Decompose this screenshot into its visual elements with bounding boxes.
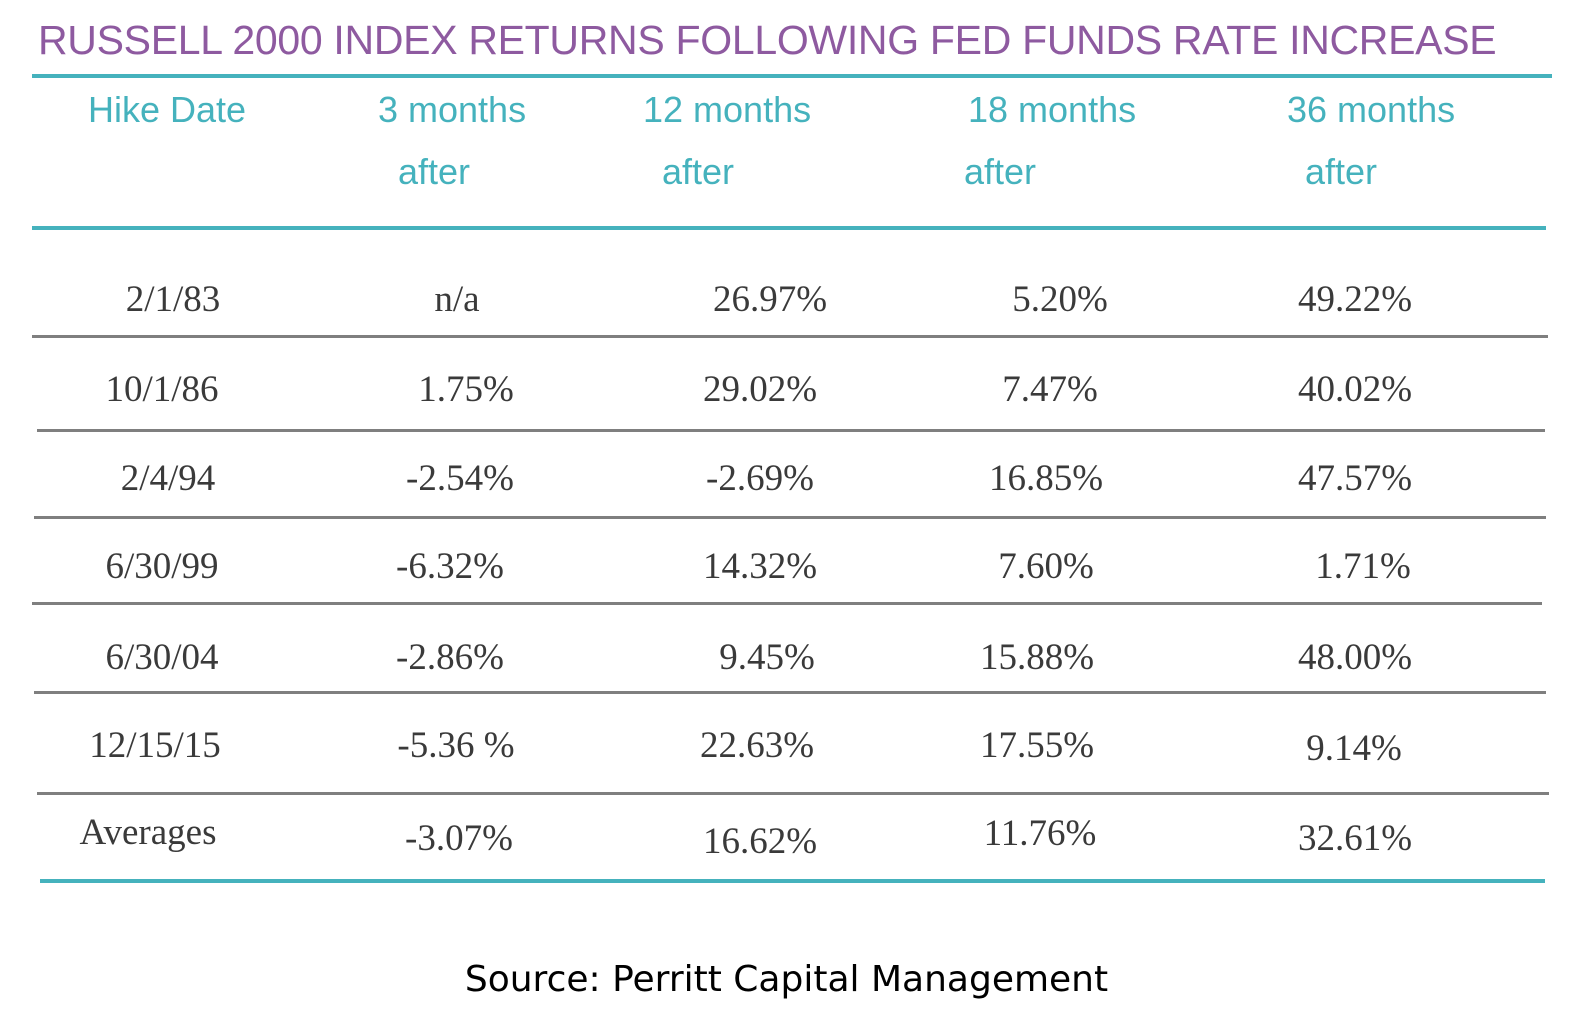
table-cell: -3.07% (405, 818, 513, 859)
header-rule (32, 226, 1546, 230)
header-18-months-line1: 18 months (968, 89, 1137, 130)
table-cell: 9.45% (719, 637, 815, 678)
table-cell: 32.61% (1297, 818, 1413, 859)
table-cell: 7.60% (998, 546, 1094, 587)
header-36-months-line1: 36 months (1287, 89, 1456, 130)
top-rule (32, 74, 1552, 78)
table-cell: 14.32% (702, 546, 818, 587)
averages-label: Averages (79, 812, 217, 853)
table-cell: 16.62% (702, 821, 818, 862)
table-cell: 17.55% (979, 725, 1095, 766)
header-18-months-line2: after (964, 151, 1037, 192)
row-divider (34, 691, 1546, 694)
table-title: RUSSELL 2000 INDEX RETURNS FOLLOWING FED… (38, 17, 1497, 63)
table-cell: 2/4/94 (120, 458, 216, 499)
header-12-months-line1: 12 months (643, 89, 812, 130)
table-cell: 1.75% (418, 369, 514, 410)
row-divider (32, 335, 1548, 338)
row-divider (34, 516, 1546, 519)
table-cell: 40.02% (1297, 369, 1413, 410)
header-3-months-line1: 3 months (378, 89, 527, 130)
table-cell: 6/30/04 (105, 637, 219, 678)
table-cell: 9.14% (1306, 728, 1402, 769)
table-cell: 48.00% (1297, 637, 1413, 678)
table-cell: 2/1/83 (125, 279, 221, 320)
table-cell: 16.85% (988, 458, 1104, 499)
source-note: Source: Perritt Capital Management (464, 959, 1109, 1000)
table-cell: -2.69% (706, 458, 814, 499)
table-cell: 7.47% (1002, 369, 1098, 410)
table-cell: 11.76% (983, 813, 1097, 854)
table-cell: 22.63% (699, 725, 815, 766)
table-cell: -2.54% (406, 458, 514, 499)
table-cell: -5.36 % (397, 725, 515, 766)
table-cell: n/a (434, 279, 480, 320)
table-cell: 6/30/99 (105, 546, 219, 587)
table-cell: 5.20% (1012, 279, 1108, 320)
table-cell: 15.88% (979, 637, 1095, 678)
row-divider (32, 602, 1542, 605)
header-3-months-line2: after (398, 151, 471, 192)
row-divider (37, 792, 1549, 795)
row-divider (37, 429, 1545, 432)
bottom-rule (40, 879, 1545, 883)
table-cell: 49.22% (1297, 279, 1413, 320)
header-12-months-line2: after (662, 151, 735, 192)
header-hike-date: Hike Date (88, 89, 247, 130)
table-cell: 12/15/15 (89, 725, 221, 766)
table-cell: 1.71% (1315, 546, 1411, 587)
table-cell: 26.97% (712, 279, 828, 320)
table-cell: 10/1/86 (105, 369, 219, 410)
table-cell: 47.57% (1297, 458, 1413, 499)
table-cell: 29.02% (702, 369, 818, 410)
table-cell: -6.32% (396, 546, 504, 587)
table-cell: -2.86% (396, 637, 504, 678)
header-36-months-line2: after (1305, 151, 1378, 192)
